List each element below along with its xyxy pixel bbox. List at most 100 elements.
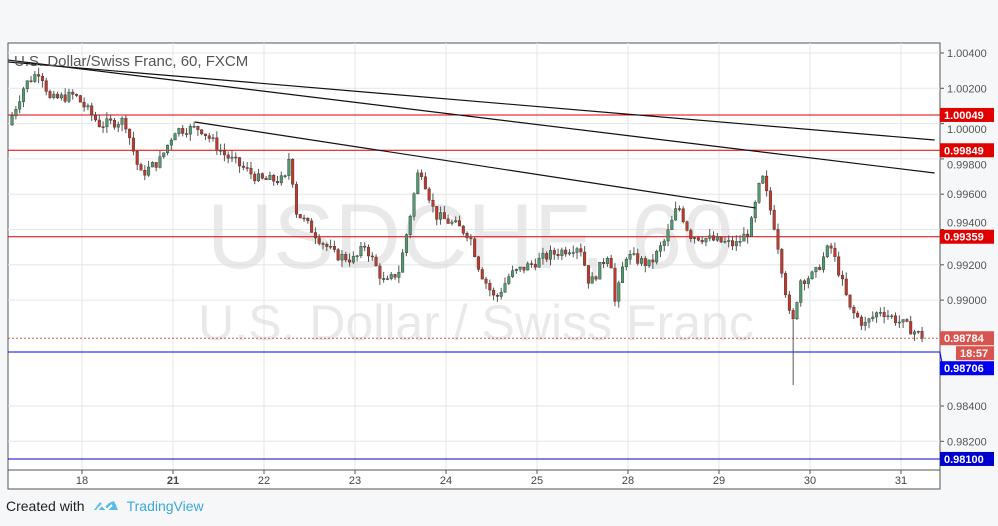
candle-up xyxy=(192,125,196,128)
candle-down xyxy=(564,249,568,255)
candle-up xyxy=(359,246,363,257)
candle-down xyxy=(636,253,640,264)
candle-down xyxy=(856,312,860,318)
candle-down xyxy=(143,169,147,176)
x-tick-label: 24 xyxy=(440,475,452,487)
candle-down xyxy=(336,249,340,261)
candle-down xyxy=(363,246,367,248)
x-tick-label: 21 xyxy=(167,475,179,487)
candle-down xyxy=(75,94,79,96)
candle-down xyxy=(249,167,253,175)
candle-down xyxy=(602,261,606,264)
candle-up xyxy=(670,219,674,230)
candle-up xyxy=(878,312,882,314)
candle-down xyxy=(894,315,898,324)
candle-down xyxy=(545,253,549,260)
candle-down xyxy=(37,74,41,77)
x-tick-label: 25 xyxy=(531,475,543,487)
trendline xyxy=(194,121,756,209)
candle-down xyxy=(700,240,704,243)
candle-down xyxy=(44,80,48,92)
candle-up xyxy=(624,259,628,268)
candle-down xyxy=(325,244,329,247)
candle-up xyxy=(757,183,761,203)
candle-up xyxy=(871,316,875,319)
candle-down xyxy=(154,162,158,168)
candle-up xyxy=(742,233,746,242)
candle-up xyxy=(507,276,511,284)
candle-up xyxy=(537,257,541,268)
y-tick-label: 0.99800 xyxy=(947,159,987,171)
candle-down xyxy=(109,118,113,121)
candle-down xyxy=(446,218,450,224)
candle-up xyxy=(560,249,564,256)
x-tick-label: 23 xyxy=(349,475,361,487)
created-with-text: Created with xyxy=(6,498,85,514)
candle-down xyxy=(128,128,132,139)
tradingview-link[interactable]: TradingView xyxy=(126,498,204,514)
candle-down xyxy=(48,91,52,98)
candle-down xyxy=(226,154,230,159)
candle-up xyxy=(821,256,825,270)
candle-down xyxy=(310,220,314,233)
candle-down xyxy=(366,247,370,257)
candle-down xyxy=(480,269,484,280)
candle-up xyxy=(814,267,818,273)
candle-up xyxy=(541,253,545,259)
candle-down xyxy=(848,294,852,308)
candle-down xyxy=(803,280,807,284)
candle-down xyxy=(833,247,837,257)
candle-up xyxy=(499,291,503,297)
candle-up xyxy=(158,156,162,168)
candle-down xyxy=(492,289,496,296)
candle-down xyxy=(484,278,488,284)
candle-up xyxy=(340,254,344,261)
candle-down xyxy=(124,117,128,130)
candle-down xyxy=(435,206,439,220)
candle-up xyxy=(632,253,636,255)
candle-up xyxy=(59,94,63,99)
candle-down xyxy=(594,276,598,280)
candle-up xyxy=(655,250,659,263)
candle-up xyxy=(10,115,14,126)
price-level-label: 0.98784 xyxy=(944,333,985,345)
candle-down xyxy=(852,307,856,314)
candle-down xyxy=(685,221,689,231)
y-tick-label: 0.98200 xyxy=(947,436,987,448)
candle-up xyxy=(863,321,867,326)
candle-down xyxy=(495,294,499,297)
candle-down xyxy=(215,137,219,151)
candle-up xyxy=(916,331,920,333)
candle-down xyxy=(784,273,788,296)
candle-down xyxy=(219,150,223,152)
candle-down xyxy=(840,275,844,280)
candle-down xyxy=(522,266,526,271)
price-label-bg xyxy=(940,361,994,376)
candle-up xyxy=(150,162,154,168)
candle-up xyxy=(188,126,192,135)
candle-up xyxy=(912,331,916,335)
candle-down xyxy=(476,256,480,270)
watermark-name: U.S. Dollar / Swiss Franc xyxy=(198,295,754,351)
price-level-label: 0.98100 xyxy=(944,454,984,466)
price-level-label: 0.99849 xyxy=(944,145,984,157)
candle-down xyxy=(294,184,298,215)
candle-down xyxy=(844,278,848,296)
candle-down xyxy=(393,274,397,278)
candle-down xyxy=(382,278,386,280)
candle-up xyxy=(647,259,651,266)
candle-down xyxy=(264,178,268,180)
candle-up xyxy=(875,312,879,318)
candle-down xyxy=(245,167,249,169)
candle-down xyxy=(78,95,82,103)
candle-down xyxy=(93,114,97,121)
candle-up xyxy=(404,234,408,254)
candle-up xyxy=(412,193,416,217)
y-tick-label: 0.99000 xyxy=(947,295,987,307)
candle-up xyxy=(351,256,355,263)
grid xyxy=(8,43,940,470)
candle-up xyxy=(753,202,757,219)
bar-countdown: 18:57 xyxy=(960,348,988,360)
candle-down xyxy=(719,236,723,243)
